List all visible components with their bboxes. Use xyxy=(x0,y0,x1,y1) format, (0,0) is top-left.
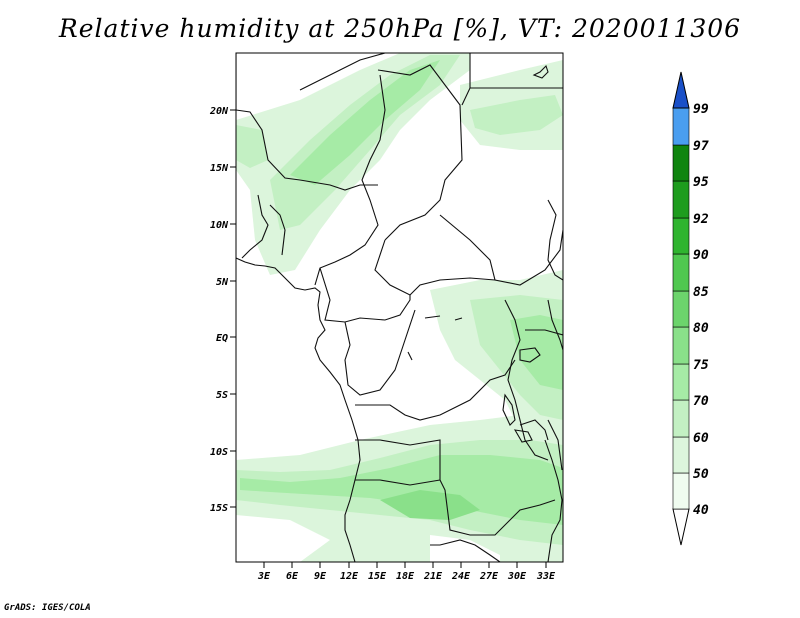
border-line xyxy=(532,64,549,79)
colorbar-segment xyxy=(672,472,690,510)
lon-label: 9E xyxy=(314,571,327,582)
lat-label: 10S xyxy=(210,447,228,458)
lake-outline xyxy=(513,429,533,443)
lon-label: 21E xyxy=(423,571,443,582)
colorbar-label: 40 xyxy=(693,503,709,518)
border-line xyxy=(547,199,563,281)
colorbar-segment xyxy=(672,326,690,365)
humidity-shading xyxy=(236,53,563,562)
lake-outline xyxy=(407,315,463,361)
lon-label: 33E xyxy=(536,571,556,582)
border-line xyxy=(314,74,386,286)
lat-label: 15N xyxy=(210,163,229,174)
coastline xyxy=(544,439,563,562)
coastline xyxy=(236,257,361,562)
lon-label: 30E xyxy=(507,571,527,582)
lake-outline xyxy=(547,419,563,471)
humidity-area xyxy=(380,490,480,520)
colorbar-label: 60 xyxy=(693,431,709,446)
border-line xyxy=(355,439,556,536)
lon-label: 6E xyxy=(286,571,299,582)
border-line xyxy=(374,239,496,296)
humidity-area xyxy=(290,60,440,185)
border-line xyxy=(355,359,516,421)
humidity-area xyxy=(236,125,268,168)
colorbar-segment xyxy=(672,144,690,182)
colorbar-segment xyxy=(672,363,690,401)
border-line xyxy=(504,299,549,461)
colorbar-label: 75 xyxy=(693,358,709,373)
colorbar-label: 95 xyxy=(693,175,709,190)
colorbar-segment xyxy=(672,180,690,219)
lon-label: 27E xyxy=(479,571,499,582)
lon-label: 24E xyxy=(451,571,471,582)
humidity-area xyxy=(270,55,460,230)
lat-label: 20N xyxy=(209,106,229,117)
colorbar-arrow-high xyxy=(672,71,690,109)
colorbar-label: 99 xyxy=(693,102,709,117)
colorbar-label: 85 xyxy=(693,285,709,300)
lat-label: 5S xyxy=(216,390,228,401)
lon-label: 12E xyxy=(340,571,359,582)
map-title: Relative humidity at 250hPa [%], VT: 202… xyxy=(58,14,742,43)
lat-label: 10N xyxy=(210,220,229,231)
border-line xyxy=(236,53,378,191)
border-line xyxy=(241,194,269,259)
lat-axis: 20N 15N 10N 5N EQ 5S 10S 15S xyxy=(209,106,236,514)
colorbar-label: 50 xyxy=(693,467,709,482)
humidity-area xyxy=(510,315,563,390)
colorbar-segment xyxy=(672,253,690,292)
border-line xyxy=(344,309,416,396)
country-borders xyxy=(236,53,563,562)
lon-label: 15E xyxy=(368,571,387,582)
colorbar-segment xyxy=(672,290,690,328)
humidity-area xyxy=(470,95,563,135)
border-line xyxy=(355,479,441,486)
coastline xyxy=(547,299,563,351)
lon-label: 3E xyxy=(257,571,271,582)
colorbar: 40 50 60 70 75 80 85 90 92 95 97 99 xyxy=(672,71,709,546)
lat-label: 15S xyxy=(210,503,228,514)
colorbar-label: 80 xyxy=(693,321,709,336)
border-line xyxy=(377,64,463,241)
colorbar-segment xyxy=(672,436,690,474)
lake-outline xyxy=(502,393,516,426)
lon-axis: 3E 6E 9E 12E 15E 18E 21E 24E 27E 30E 33E xyxy=(257,562,556,582)
lon-label: 18E xyxy=(396,571,415,582)
lat-label: EQ xyxy=(216,333,228,344)
lake-outline xyxy=(519,347,541,363)
humidity-area xyxy=(240,455,563,525)
colorbar-segment xyxy=(672,107,690,146)
colorbar-label: 92 xyxy=(693,212,709,227)
border-line xyxy=(430,539,501,562)
colorbar-arrow-low xyxy=(672,508,690,546)
border-line xyxy=(299,53,386,91)
colorbar-label: 70 xyxy=(693,394,709,409)
border-line xyxy=(319,267,411,323)
colorbar-label: 90 xyxy=(693,248,709,263)
border-line xyxy=(519,419,549,441)
colorbar-label: 97 xyxy=(693,139,709,154)
map-frame xyxy=(235,52,564,563)
lat-label: 5N xyxy=(216,277,229,288)
border-line xyxy=(525,329,563,336)
credit-text: GrADS: IGES/COLA xyxy=(4,603,91,613)
colorbar-segment xyxy=(672,217,690,255)
border-line xyxy=(439,214,563,286)
colorbar-segment xyxy=(672,399,690,438)
border-line xyxy=(269,204,286,256)
